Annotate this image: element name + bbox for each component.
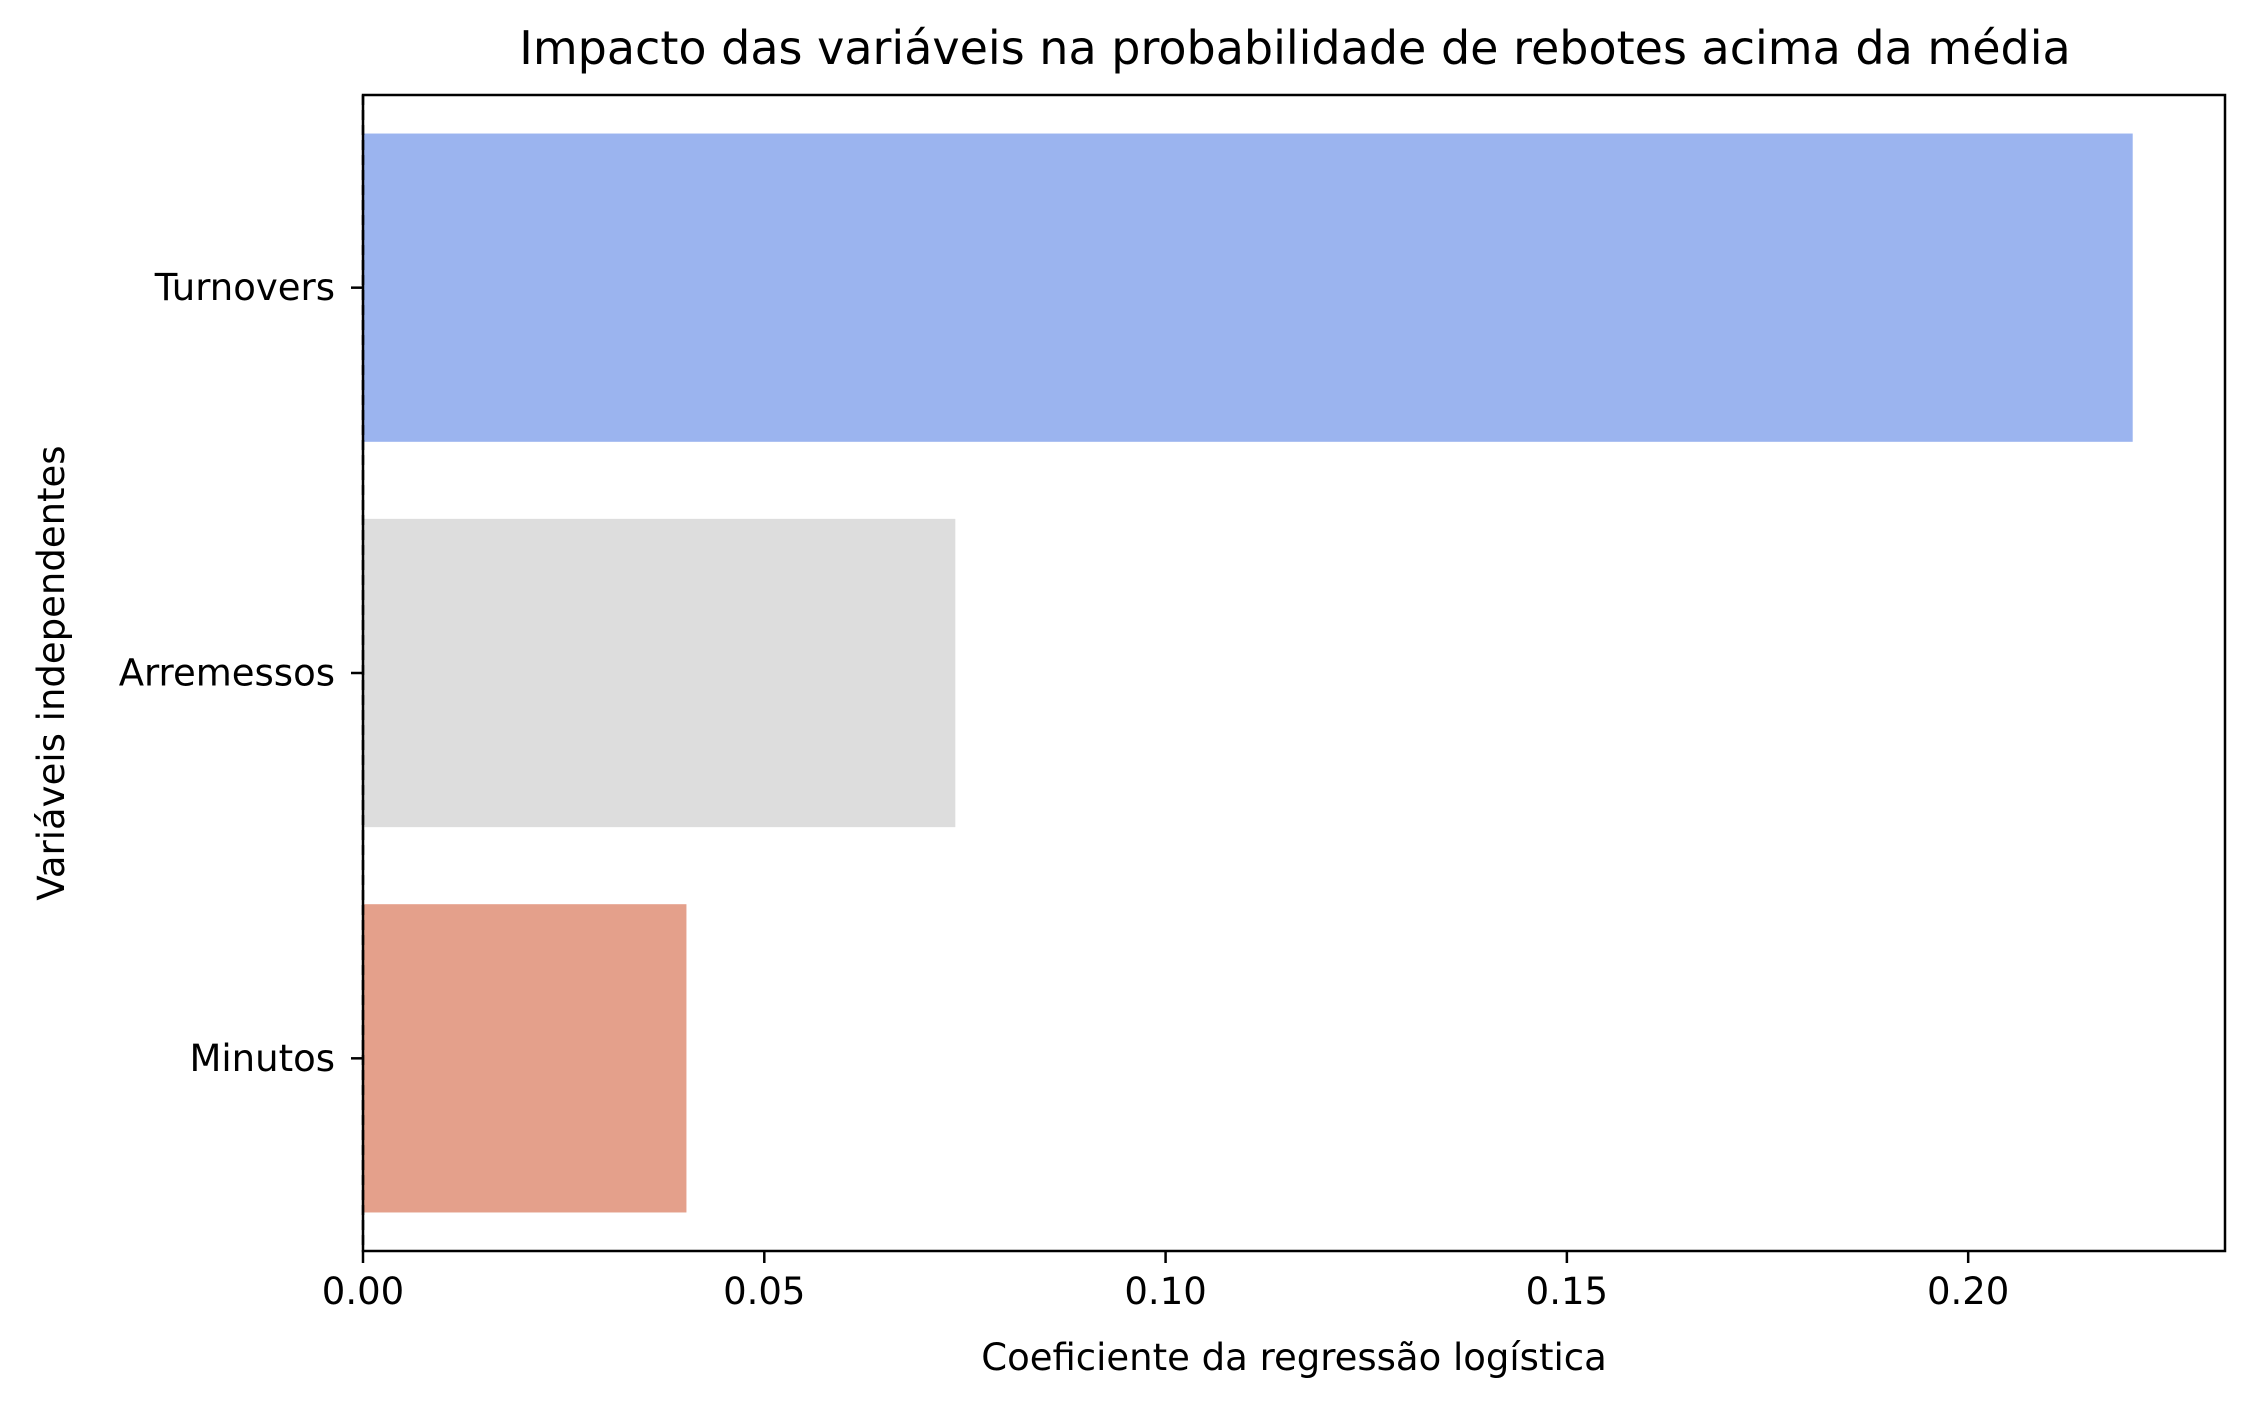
plot-frame <box>361 93 2227 1253</box>
x-axis-label: Coeficiente da regressão logística <box>981 1336 1607 1379</box>
x-tick-label: 0.05 <box>723 1270 805 1313</box>
x-tick-label: 0.15 <box>1526 1270 1608 1313</box>
y-tick-label-minutos: Minutos <box>189 1037 335 1080</box>
y-tick-label-arremessos: Arremessos <box>119 652 335 695</box>
x-tick-label: 0.20 <box>1927 1270 2009 1313</box>
bar-minutos <box>363 904 687 1213</box>
bar-arremessos <box>363 518 956 828</box>
x-tick-label: 0.00 <box>322 1270 404 1313</box>
y-axis-label: Variáveis independentes <box>30 445 73 900</box>
chart-title: Impacto das variáveis na probabilidade d… <box>519 21 2070 75</box>
axis-ticks: Turnovers Arremessos Minutos 0.00 0.05 0.10 0.… <box>119 266 2010 1313</box>
y-tick-label-turnovers: Turnovers <box>154 266 335 309</box>
bar-turnovers <box>363 133 2133 442</box>
bars-group <box>361 95 2133 1251</box>
x-tick-label: 0.10 <box>1124 1270 1206 1313</box>
